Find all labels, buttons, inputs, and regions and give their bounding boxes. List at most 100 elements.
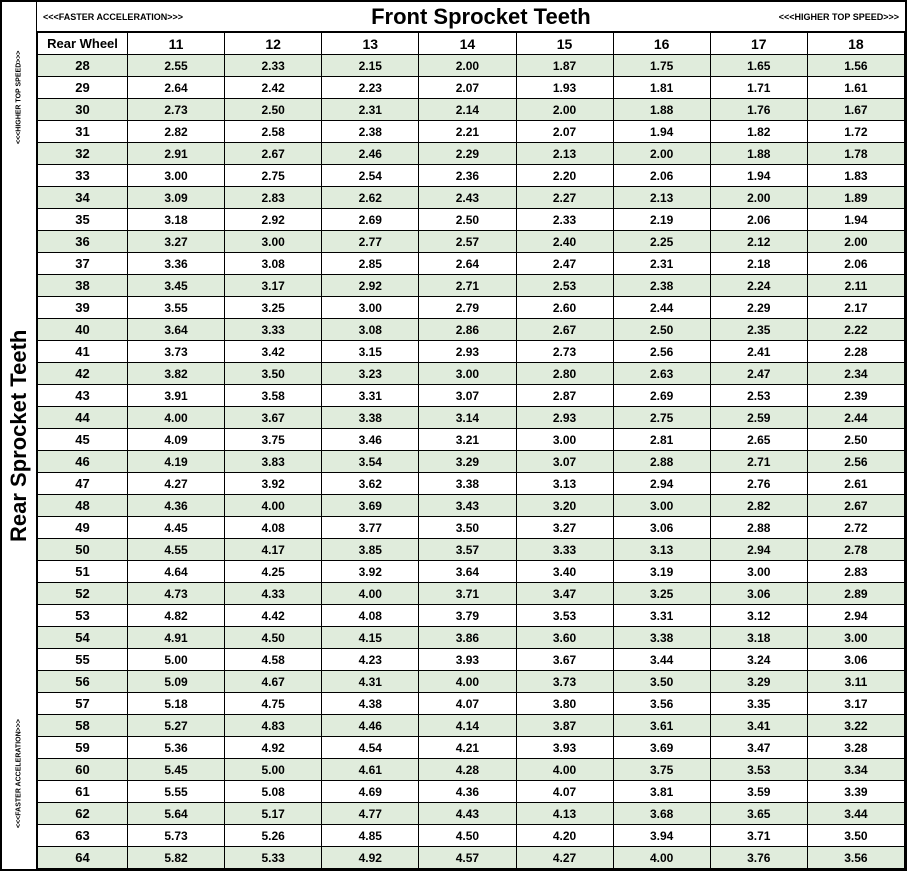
ratio-cell: 4.54 (322, 737, 419, 759)
ratio-cell: 2.55 (128, 55, 225, 77)
ratio-cell: 4.45 (128, 517, 225, 539)
ratio-cell: 2.13 (613, 187, 710, 209)
ratio-cell: 3.33 (225, 319, 322, 341)
ratio-cell: 4.55 (128, 539, 225, 561)
ratio-cell: 2.92 (225, 209, 322, 231)
ratio-cell: 2.71 (710, 451, 807, 473)
ratio-cell: 2.64 (419, 253, 516, 275)
ratio-cell: 1.78 (807, 143, 904, 165)
ratio-table: Rear Wheel1112131415161718 282.552.332.1… (37, 32, 905, 869)
ratio-cell: 2.64 (128, 77, 225, 99)
ratio-cell: 3.14 (419, 407, 516, 429)
ratio-cell: 2.77 (322, 231, 419, 253)
ratio-cell: 3.53 (710, 759, 807, 781)
ratio-cell: 2.46 (322, 143, 419, 165)
ratio-cell: 3.13 (613, 539, 710, 561)
table-row: 423.823.503.233.002.802.632.472.34 (38, 363, 905, 385)
rear-teeth-value: 30 (38, 99, 128, 121)
ratio-cell: 2.23 (322, 77, 419, 99)
ratio-cell: 3.69 (613, 737, 710, 759)
ratio-cell: 2.83 (807, 561, 904, 583)
ratio-cell: 2.93 (516, 407, 613, 429)
ratio-cell: 2.11 (807, 275, 904, 297)
ratio-cell: 4.19 (128, 451, 225, 473)
ratio-cell: 4.91 (128, 627, 225, 649)
table-row: 444.003.673.383.142.932.752.592.44 (38, 407, 905, 429)
ratio-cell: 2.38 (322, 121, 419, 143)
ratio-cell: 1.72 (807, 121, 904, 143)
ratio-cell: 4.21 (419, 737, 516, 759)
rear-teeth-value: 62 (38, 803, 128, 825)
ratio-cell: 2.94 (807, 605, 904, 627)
ratio-cell: 5.17 (225, 803, 322, 825)
ratio-cell: 2.58 (225, 121, 322, 143)
ratio-cell: 4.09 (128, 429, 225, 451)
rear-teeth-value: 38 (38, 275, 128, 297)
ratio-cell: 2.13 (516, 143, 613, 165)
ratio-cell: 3.58 (225, 385, 322, 407)
ratio-cell: 3.50 (419, 517, 516, 539)
table-row: 625.645.174.774.434.133.683.653.44 (38, 803, 905, 825)
ratio-cell: 2.00 (613, 143, 710, 165)
ratio-cell: 2.73 (516, 341, 613, 363)
ratio-cell: 2.78 (807, 539, 904, 561)
front-teeth-header: 17 (710, 33, 807, 55)
table-row: 474.273.923.623.383.132.942.762.61 (38, 473, 905, 495)
ratio-cell: 2.40 (516, 231, 613, 253)
table-row: 393.553.253.002.792.602.442.292.17 (38, 297, 905, 319)
rear-teeth-value: 46 (38, 451, 128, 473)
ratio-cell: 3.83 (225, 451, 322, 473)
table-row: 353.182.922.692.502.332.192.061.94 (38, 209, 905, 231)
ratio-cell: 3.69 (322, 495, 419, 517)
ratio-cell: 2.20 (516, 165, 613, 187)
ratio-cell: 2.15 (322, 55, 419, 77)
side-faster-accel-label: <<<FASTER ACCELERATION>>> (2, 679, 36, 869)
ratio-cell: 2.53 (710, 385, 807, 407)
ratio-cell: 4.36 (128, 495, 225, 517)
ratio-cell: 3.20 (516, 495, 613, 517)
ratio-cell: 2.00 (807, 231, 904, 253)
ratio-cell: 4.20 (516, 825, 613, 847)
ratio-cell: 4.00 (128, 407, 225, 429)
ratio-cell: 2.29 (419, 143, 516, 165)
ratio-cell: 2.17 (807, 297, 904, 319)
ratio-cell: 2.67 (516, 319, 613, 341)
ratio-cell: 2.82 (128, 121, 225, 143)
ratio-cell: 3.31 (322, 385, 419, 407)
ratio-cell: 3.38 (419, 473, 516, 495)
table-row: 585.274.834.464.143.873.613.413.22 (38, 715, 905, 737)
table-row: 645.825.334.924.574.274.003.763.56 (38, 847, 905, 869)
ratio-cell: 3.07 (419, 385, 516, 407)
ratio-cell: 5.55 (128, 781, 225, 803)
ratio-cell: 3.17 (225, 275, 322, 297)
table-row: 615.555.084.694.364.073.813.593.39 (38, 781, 905, 803)
ratio-cell: 4.46 (322, 715, 419, 737)
ratio-cell: 2.88 (613, 451, 710, 473)
ratio-cell: 1.94 (710, 165, 807, 187)
ratio-cell: 3.28 (807, 737, 904, 759)
rear-teeth-value: 63 (38, 825, 128, 847)
rear-teeth-value: 31 (38, 121, 128, 143)
rear-teeth-value: 29 (38, 77, 128, 99)
ratio-cell: 2.06 (710, 209, 807, 231)
ratio-cell: 4.00 (419, 671, 516, 693)
ratio-cell: 3.47 (516, 583, 613, 605)
ratio-cell: 1.89 (807, 187, 904, 209)
ratio-cell: 2.50 (613, 319, 710, 341)
ratio-cell: 2.42 (225, 77, 322, 99)
ratio-cell: 3.06 (710, 583, 807, 605)
ratio-cell: 3.75 (225, 429, 322, 451)
ratio-cell: 2.86 (419, 319, 516, 341)
table-row: 605.455.004.614.284.003.753.533.34 (38, 759, 905, 781)
ratio-cell: 4.00 (225, 495, 322, 517)
ratio-cell: 4.23 (322, 649, 419, 671)
ratio-cell: 3.25 (225, 297, 322, 319)
ratio-cell: 1.67 (807, 99, 904, 121)
ratio-cell: 4.67 (225, 671, 322, 693)
ratio-cell: 3.06 (613, 517, 710, 539)
ratio-cell: 3.53 (516, 605, 613, 627)
ratio-cell: 3.15 (322, 341, 419, 363)
ratio-cell: 4.77 (322, 803, 419, 825)
ratio-cell: 3.19 (613, 561, 710, 583)
ratio-cell: 3.86 (419, 627, 516, 649)
